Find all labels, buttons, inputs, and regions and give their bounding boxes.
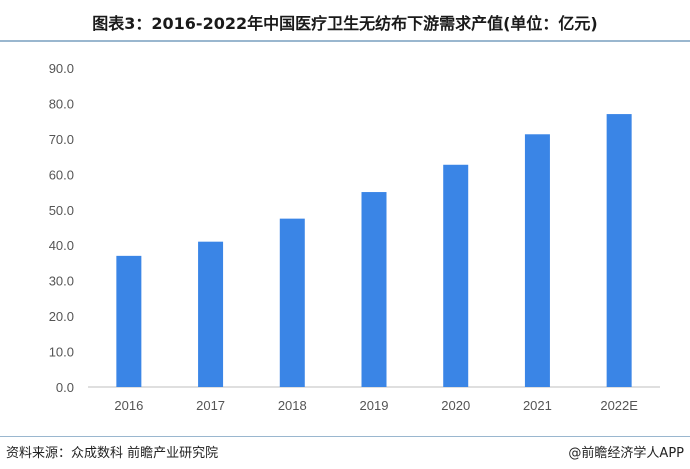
y-tick-label: 10.0: [49, 345, 74, 360]
y-tick-label: 80.0: [49, 96, 74, 111]
x-tick-label: 2016: [114, 398, 143, 413]
x-tick-label: 2020: [441, 398, 470, 413]
title-bar: 图表3：2016-2022年中国医疗卫生无纺布下游需求产值(单位：亿元): [0, 6, 690, 42]
y-tick-label: 70.0: [49, 132, 74, 147]
source-note: 资料来源：众成数科 前瞻产业研究院: [6, 446, 219, 461]
y-tick-label: 50.0: [49, 203, 74, 218]
bar-2016: [116, 255, 142, 387]
x-tick-label: 2017: [196, 398, 225, 413]
footer-divider: [0, 436, 690, 437]
x-tick-label: 2018: [278, 398, 307, 413]
y-tick-label: 60.0: [49, 167, 74, 182]
y-tick-label: 90.0: [49, 61, 74, 76]
bar-2019: [361, 192, 387, 387]
brand-label: @前瞻经济学人APP: [568, 446, 684, 461]
x-tick-label: 2021: [523, 398, 552, 413]
bar-2017: [198, 241, 224, 387]
bar-2022E: [606, 114, 632, 388]
bar-2018: [279, 218, 305, 387]
x-tick-label: 2022E: [600, 398, 638, 413]
y-tick-label: 20.0: [49, 309, 74, 324]
chart-title: 图表3：2016-2022年中国医疗卫生无纺布下游需求产值(单位：亿元): [92, 14, 598, 33]
y-tick-label: 40.0: [49, 238, 74, 253]
x-tick-label: 2019: [360, 398, 389, 413]
y-tick-label: 0.0: [56, 380, 74, 395]
bar-2020: [443, 164, 469, 387]
bar-chart: 0.0 10.0 20.0 30.0 40.0 50.0 60.0 70.0 80.0 90.0 2…: [49, 61, 660, 413]
bar-2021: [524, 134, 550, 387]
y-tick-label: 30.0: [49, 274, 74, 289]
